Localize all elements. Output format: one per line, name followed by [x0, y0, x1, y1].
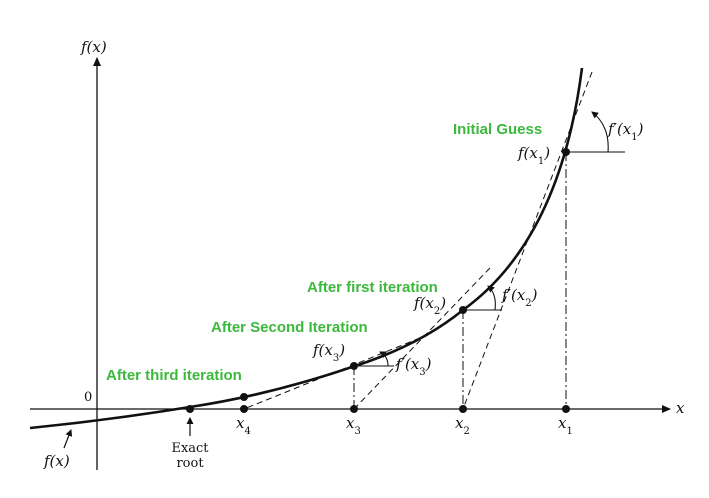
- curve-label-pointer: [63, 429, 73, 449]
- tangent-x2: [353, 267, 491, 410]
- label-f-x3: f(x3): [312, 341, 345, 364]
- label-x2: x2: [455, 414, 470, 437]
- x-axis-label: x: [676, 399, 685, 417]
- point-x4: [240, 405, 248, 413]
- label-d-x1: f′(x1): [607, 120, 644, 143]
- label-f-x2: f(x2): [413, 294, 446, 317]
- label-x1: x1: [558, 414, 573, 437]
- tangent-x3: [243, 337, 421, 410]
- label-d-x3: f′(x3): [395, 355, 432, 378]
- point-x1: [562, 405, 570, 413]
- label-x4: x4: [236, 414, 251, 437]
- origin-label: 0: [84, 390, 92, 405]
- point-x3: [350, 405, 358, 413]
- point-f-x4: [240, 393, 248, 401]
- point-exact-root: [186, 405, 194, 413]
- annotation-after-first: After first iteration: [307, 279, 438, 296]
- label-f-x1: f(x1): [517, 144, 550, 167]
- label-d-x2: f′(x2): [501, 286, 538, 309]
- y-axis-label: f(x): [80, 38, 107, 56]
- point-f-x3: [350, 362, 358, 370]
- annotation-after-second: After Second Iteration: [211, 319, 368, 336]
- annotation-after-third: After third iteration: [106, 367, 242, 384]
- annotation-initial-guess: Initial Guess: [453, 121, 542, 138]
- angle-arc-x2: [487, 285, 496, 311]
- curve-label: f(x): [43, 452, 70, 470]
- exact-root-label-line2: root: [176, 456, 204, 471]
- angle-arc-x1: [591, 111, 609, 153]
- label-x3: x3: [346, 414, 361, 437]
- point-f-x2: [459, 306, 467, 314]
- angle-arc-x3: [379, 351, 389, 367]
- point-x2: [459, 405, 467, 413]
- exact-root-label-line1: Exact: [171, 441, 209, 456]
- point-f-x1: [562, 148, 570, 156]
- tangent-x1: [462, 71, 593, 410]
